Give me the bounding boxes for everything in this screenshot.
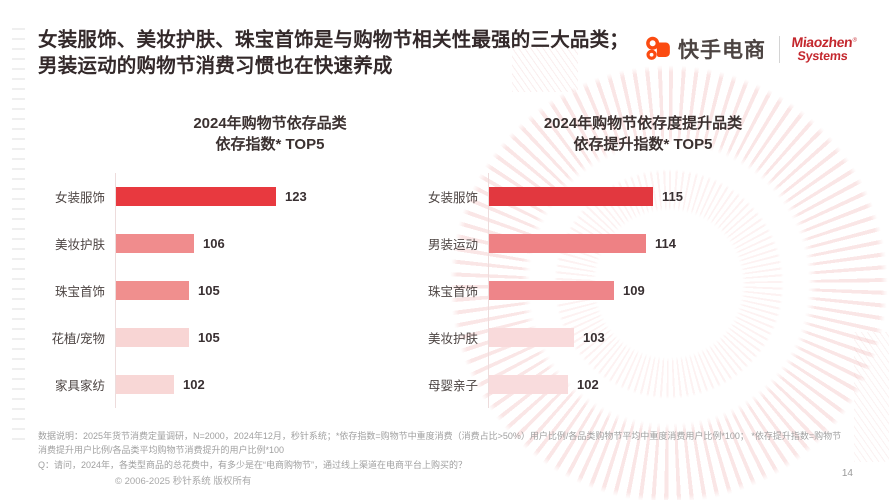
value-label: 105 <box>198 283 220 298</box>
chart-plot-area: 女装服饰 115 男装运动 114 珠宝首饰 109 美妆护肤 103 母婴亲子 102 <box>428 173 798 408</box>
value-label: 102 <box>577 377 599 392</box>
category-label: 男装运动 <box>427 238 478 252</box>
chart-row: 家具家纺 102 <box>55 361 425 408</box>
chart-row: 珠宝首饰 105 <box>55 267 425 314</box>
brand-logos: 快手电商 Miaozhen® Systems <box>645 32 858 66</box>
category-label: 珠宝首饰 <box>54 285 105 299</box>
chart-row: 女装服饰 115 <box>428 173 798 220</box>
chart-row: 男装运动 114 <box>428 220 798 267</box>
miaozhen-wordmark-line2: Systems <box>796 49 849 64</box>
miaozhen-wordmark-line1: Miaozhen <box>790 34 854 51</box>
chart-row: 母婴亲子 102 <box>428 361 798 408</box>
chart-row: 花植/宠物 105 <box>52 314 425 361</box>
value-label: 109 <box>623 283 645 298</box>
bar <box>489 375 568 394</box>
chart-subtitle: 依存指数* TOP5 <box>215 136 325 153</box>
hatch-decoration <box>854 332 889 462</box>
bar <box>489 281 614 300</box>
value-label: 103 <box>583 330 605 345</box>
chart-subtitle: 依存提升指数* TOP5 <box>573 136 713 153</box>
value-label: 123 <box>285 189 307 204</box>
category-label: 女装服饰 <box>427 191 478 205</box>
category-label: 美妆护肤 <box>54 238 105 252</box>
value-label: 114 <box>655 236 676 251</box>
page-number: 14 <box>841 468 853 479</box>
miaozhen-logo: Miaozhen® Systems <box>790 34 858 64</box>
footnote: 数据说明：2025年货节消费定量调研，N=2000，2024年12月，秒针系统；… <box>38 430 850 473</box>
category-label: 母婴亲子 <box>427 379 478 393</box>
category-label: 珠宝首饰 <box>427 285 478 299</box>
chart-dependency-top5: 2024年购物节依存品类 依存指数* TOP5 女装服饰 123 美妆护肤 106 珠宝… <box>52 113 425 408</box>
bar <box>116 187 276 206</box>
bar <box>489 187 653 206</box>
bar <box>489 328 574 347</box>
left-edge-dash-decoration <box>12 28 25 440</box>
hatch-decoration <box>512 44 578 92</box>
value-label: 115 <box>662 189 683 204</box>
category-label: 美妆护肤 <box>427 332 478 346</box>
category-label: 女装服饰 <box>54 191 105 205</box>
logo-divider <box>779 35 780 63</box>
category-label: 家具家纺 <box>54 379 105 393</box>
chart-row: 珠宝首饰 109 <box>428 267 798 314</box>
value-label: 102 <box>183 377 205 392</box>
registered-mark: ® <box>852 37 857 44</box>
chart-row: 美妆护肤 103 <box>428 314 798 361</box>
chart-dependency-lift-top5: 2024年购物节依存度提升品类 依存提升指数* TOP5 女装服饰 115 男装运动… <box>428 113 798 408</box>
chart-title: 2024年购物节依存品类 <box>193 115 347 132</box>
category-label: 花植/宠物 <box>51 332 105 346</box>
bar <box>116 281 189 300</box>
page-title: 女装服饰、美妆护肤、珠宝首饰是与购物节相关性最强的三大品类；男装运动的购物节消费… <box>38 29 630 78</box>
chart-plot-area: 女装服饰 123 美妆护肤 106 珠宝首饰 105 花植/宠物 105 家具家纺 102 <box>52 173 425 408</box>
chart-title: 2024年购物节依存度提升品类 <box>543 115 743 132</box>
data-note: 数据说明：2025年货节消费定量调研，N=2000，2024年12月，秒针系统；… <box>38 431 842 455</box>
question-note: Q：请问，2024年，各类型商品的总花费中，有多少是在“电商购物节”，通过线上渠… <box>38 459 468 470</box>
bar <box>116 328 189 347</box>
value-label: 105 <box>198 330 220 345</box>
copyright: © 2006-2025 秒针系统 版权所有 <box>115 476 252 487</box>
bar <box>116 375 174 394</box>
bar <box>489 234 646 253</box>
bar <box>116 234 194 253</box>
chart-row: 女装服饰 123 <box>55 173 425 220</box>
kuaishou-wordmark: 快手电商 <box>678 39 766 62</box>
value-label: 106 <box>203 236 225 251</box>
chart-row: 美妆护肤 106 <box>55 220 425 267</box>
kuaishou-logo-icon <box>646 36 670 60</box>
